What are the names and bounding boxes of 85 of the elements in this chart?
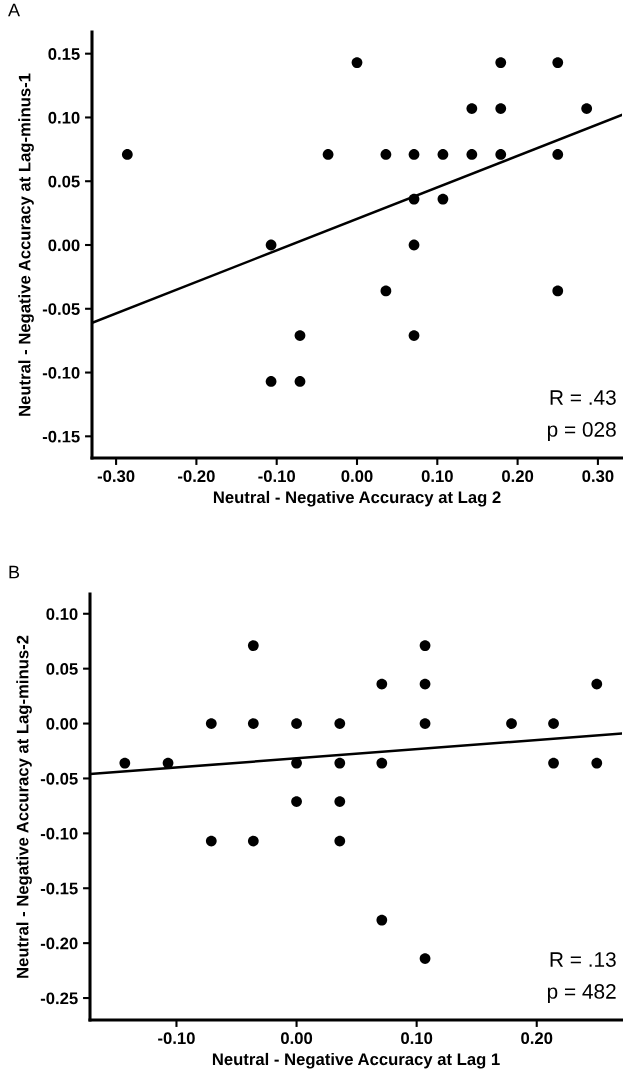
y-tick-label: -0.20 [40,937,78,950]
y-tick-label: -0.05 [40,772,78,785]
point [247,718,259,729]
point [408,149,420,160]
x-tick-label: 0.10 [401,1032,433,1045]
point [380,285,392,297]
point [291,796,302,807]
point [495,149,507,160]
x-tick-label: -0.10 [158,1032,195,1045]
x-tick-label: 0.00 [341,470,373,483]
point [419,640,431,651]
point [247,640,259,651]
x-tick-label: -0.20 [178,470,215,483]
point [322,149,334,160]
y-tick-label: -0.10 [40,827,78,840]
annotation: p = 482 [547,984,616,1003]
y-tick-label: 0.05 [46,663,78,675]
y-tick-label: 0.10 [48,111,80,124]
x-axis-title: Neutral - Negative Accuracy at Lag 1 [212,1052,500,1069]
point [466,103,478,114]
point [294,330,306,341]
point [437,193,449,205]
point [552,285,564,297]
y-tick-label: -0.15 [42,430,80,443]
y-tick-label: -0.25 [40,992,78,1005]
y-tick-label: -0.05 [42,303,80,315]
point [376,678,388,690]
point [265,239,277,251]
point [119,757,131,769]
point [437,149,449,160]
point [291,718,302,729]
x-tick-label: 0.30 [582,470,614,483]
point [376,914,388,926]
point [419,678,431,690]
point [380,149,392,160]
point [419,718,431,729]
point [162,757,174,769]
point [552,149,564,160]
x-tick-label: 0.10 [421,470,453,483]
point [294,376,306,387]
y-tick-label: 0.10 [46,608,78,620]
point [495,57,507,68]
point [351,57,363,68]
x-tick-label: 0.20 [521,1032,553,1045]
point [548,757,559,769]
annotation: p = 028 [547,422,616,441]
point [408,330,420,341]
point [408,239,420,251]
point [334,796,346,807]
point [408,193,420,205]
chart-title: A [8,3,21,17]
point [591,757,603,769]
point [466,149,478,160]
x-axis-title: Neutral - Negative Accuracy at Lag 2 [213,490,501,507]
x-tick-label: 0.00 [281,1032,313,1045]
y-tick-label: 0.00 [46,717,78,730]
x-tick-label: 0.20 [502,470,534,483]
point [334,718,346,729]
point [265,376,277,387]
y-tick-label: -0.10 [42,366,80,379]
y-tick-label: -0.15 [40,882,78,895]
point [591,678,603,690]
point [581,103,593,114]
y-axis-title: Neutral - Negative Accuracy at Lag-minus-1 [18,73,34,416]
annotation: R = .43 [550,390,616,405]
y-tick-label: 0.00 [48,239,80,252]
point [205,835,217,847]
annotation: R = .13 [550,952,616,967]
point [205,718,217,729]
y-tick-label: 0.05 [48,175,80,188]
point [548,718,559,729]
point [376,757,388,769]
point [334,835,346,847]
point [334,757,346,769]
point [121,149,133,160]
y-tick-label: 0.15 [48,48,80,60]
chart-title: B [9,565,20,579]
x-tick-label: -0.10 [258,470,296,483]
point [247,835,259,847]
point [506,718,517,729]
point [419,953,431,964]
point [495,103,507,114]
point [552,57,564,68]
y-axis-title: Neutral - Negative Accuracy at Lag-minus-2 [16,635,32,978]
x-tick-label: -0.30 [97,470,135,483]
